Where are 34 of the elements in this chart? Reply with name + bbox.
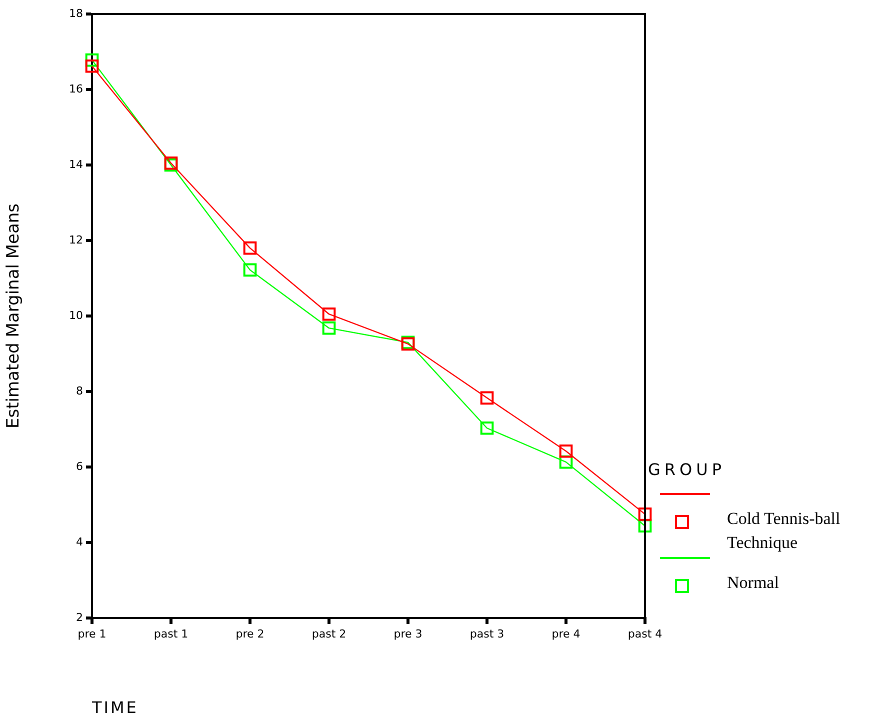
- y-tick-label: 4: [76, 535, 83, 548]
- x-tick-label: past 3: [470, 627, 504, 640]
- y-tick-label: 10: [69, 308, 83, 322]
- point: [638, 519, 652, 533]
- x-tick-label: past 4: [628, 627, 662, 640]
- y-tick-label: 8: [76, 384, 83, 398]
- point: [480, 421, 494, 435]
- y-tick-label: 18: [69, 6, 83, 20]
- point: [243, 263, 257, 277]
- point: [85, 53, 99, 67]
- point: [480, 391, 494, 405]
- point: [559, 444, 573, 458]
- y-tick-label: 6: [76, 460, 83, 473]
- point: [85, 59, 99, 73]
- x-tick-label: pre 2: [236, 627, 264, 640]
- x-axis-title: TIME: [92, 698, 138, 717]
- x-tick-label: pre 3: [394, 627, 422, 640]
- x-tick-label: pre 4: [552, 627, 580, 640]
- legend-title: GROUP: [648, 460, 726, 479]
- y-tick-label: 12: [69, 233, 83, 246]
- y-tick-label: 2: [76, 610, 83, 624]
- y-axis-title: Estimated Marginal Means: [4, 203, 24, 429]
- legend-label: Cold Tennis-ball Technique: [727, 508, 842, 554]
- legend-label: Normal: [727, 572, 780, 594]
- point: [322, 321, 336, 335]
- x-tick-label: past 1: [154, 627, 188, 640]
- point: [559, 455, 573, 469]
- x-tick-label: past 2: [312, 627, 346, 640]
- point: [243, 241, 257, 255]
- point: [322, 307, 336, 321]
- y-tick-label: 16: [69, 82, 83, 96]
- x-tick-label: pre 1: [78, 627, 106, 640]
- y-tick-label: 14: [69, 158, 83, 171]
- point: [638, 508, 652, 521]
